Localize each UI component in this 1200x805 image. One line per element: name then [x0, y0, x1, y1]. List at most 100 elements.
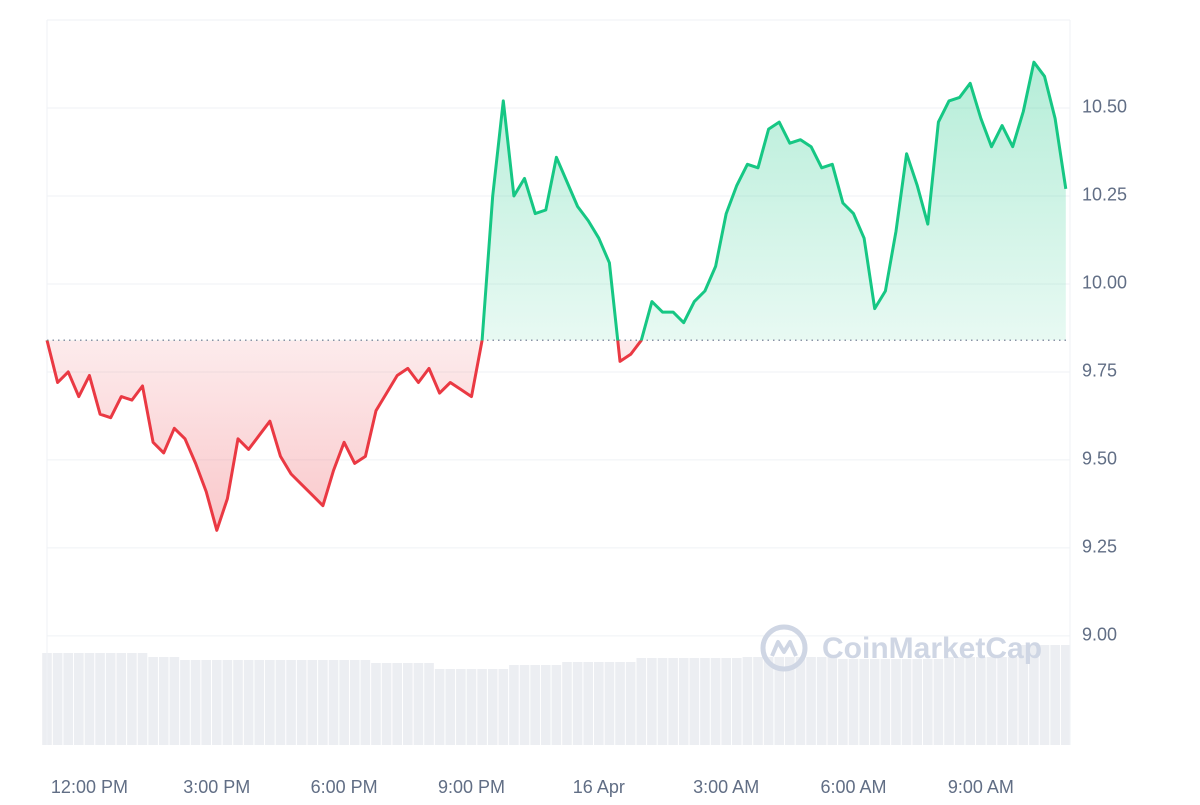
volume-bar [307, 660, 318, 745]
volume-bar [466, 669, 477, 745]
volume-bar [859, 659, 869, 745]
volume-bar [456, 669, 466, 745]
y-tick-label: 9.25 [1082, 537, 1117, 557]
watermark: CoinMarketCap [760, 624, 1042, 672]
x-tick-label: 9:00 PM [438, 777, 505, 797]
volume-bar [137, 653, 148, 745]
x-tick-label: 6:00 AM [820, 777, 886, 797]
volume-bar [933, 659, 944, 745]
volume-bar [689, 658, 700, 745]
volume-bar [540, 665, 551, 745]
volume-bar [700, 658, 710, 745]
volume-bar [604, 662, 615, 745]
volume-bars [42, 645, 1071, 745]
volume-bar [827, 657, 838, 745]
volume-bar [647, 658, 657, 745]
volume-bar [731, 658, 742, 745]
volume-bar [243, 660, 254, 745]
volume-bar [434, 669, 445, 745]
volume-bar [710, 658, 721, 745]
volume-bar [445, 669, 456, 745]
volume-bar [371, 663, 381, 745]
x-tick-label: 12:00 PM [51, 777, 128, 797]
volume-bar [392, 663, 403, 745]
volume-bar [891, 659, 901, 745]
volume-bar [753, 657, 763, 745]
volume-bar [806, 657, 816, 745]
volume-bar [657, 658, 668, 745]
volume-bar [328, 660, 339, 745]
volume-bar [105, 653, 116, 745]
volume-bar [976, 657, 986, 745]
volume-bar [519, 665, 530, 745]
volume-bar [954, 657, 965, 745]
price-area [47, 62, 1066, 531]
volume-bar [413, 663, 424, 745]
volume-bar [1050, 645, 1060, 745]
y-tick-label: 10.25 [1082, 185, 1127, 205]
volume-bar [625, 662, 636, 745]
volume-bar [95, 653, 105, 745]
watermark-text: CoinMarketCap [822, 632, 1042, 665]
volume-bar [1039, 645, 1050, 745]
volume-bar [74, 653, 84, 745]
volume-bar [211, 660, 222, 745]
volume-bar [296, 660, 307, 745]
volume-bar [158, 657, 169, 745]
volume-bar [594, 662, 604, 745]
watermark-logo [760, 624, 808, 672]
volume-bar [63, 653, 74, 745]
volume-bar [84, 653, 95, 745]
volume-bar [997, 657, 1007, 745]
y-tick-label: 10.00 [1082, 273, 1127, 293]
volume-bar [742, 657, 753, 745]
volume-bar [180, 660, 190, 745]
volume-bar [403, 663, 413, 745]
volume-bar [774, 657, 785, 745]
volume-bar [986, 657, 997, 745]
volume-bar [848, 659, 859, 745]
volume-bar [222, 660, 233, 745]
volume-bar [1060, 645, 1071, 745]
volume-bar [795, 657, 806, 745]
volume-bar [912, 659, 922, 745]
volume-bar [721, 658, 731, 745]
volume-bar [530, 665, 540, 745]
volume-bar [944, 657, 954, 745]
y-tick-label: 9.00 [1082, 625, 1117, 645]
volume-bar [286, 660, 296, 745]
volume-bar [201, 660, 211, 745]
volume-bar [116, 653, 127, 745]
volume-bar [615, 662, 625, 745]
volume-bar [190, 660, 201, 745]
volume-bar [551, 665, 562, 745]
volume-bar [1029, 645, 1039, 745]
volume-bar [318, 660, 328, 745]
volume-bar [52, 653, 63, 745]
volume-bar [838, 659, 848, 745]
volume-bar [254, 660, 265, 745]
volume-bar [127, 653, 137, 745]
volume-bar [572, 662, 583, 745]
volume-bar [233, 660, 243, 745]
volume-bar [509, 665, 519, 745]
volume-bar [381, 663, 392, 745]
volume-bar [869, 659, 880, 745]
volume-bar [922, 659, 933, 745]
x-tick-label: 6:00 PM [311, 777, 378, 797]
volume-bar [901, 659, 912, 745]
volume-bar [360, 660, 371, 745]
volume-bar [487, 669, 498, 745]
volume-bar [785, 657, 795, 745]
y-tick-label: 10.50 [1082, 97, 1127, 117]
volume-bar [816, 657, 827, 745]
watermark-logo-mark [770, 640, 798, 657]
x-tick-label: 9:00 AM [948, 777, 1014, 797]
volume-bar [880, 659, 891, 745]
volume-bar [498, 669, 509, 745]
volume-bar [275, 660, 286, 745]
volume-bar [668, 658, 678, 745]
y-tick-label: 9.50 [1082, 449, 1117, 469]
